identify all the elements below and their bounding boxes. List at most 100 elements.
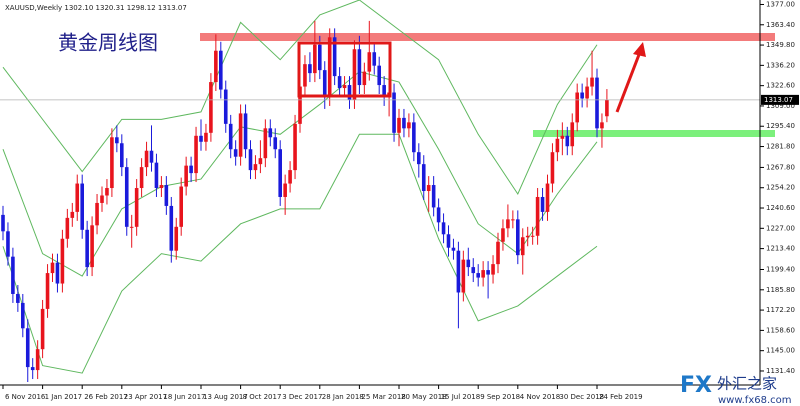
x-tick-label: 24 Feb 2019 — [599, 393, 643, 401]
candle-body — [377, 65, 381, 86]
candle-body — [516, 219, 520, 256]
y-tick-label: 1267.80 — [766, 163, 795, 171]
x-tick-label: 20 May 2018 — [401, 393, 447, 401]
candle-body — [535, 196, 540, 236]
candle-body — [129, 226, 134, 228]
candle-body — [466, 259, 471, 268]
candle-body — [179, 186, 183, 227]
candle-body — [209, 82, 213, 133]
candle-body — [110, 137, 114, 189]
candle-body — [169, 205, 174, 251]
candle-body — [491, 264, 495, 275]
candle-body — [283, 183, 287, 197]
price-tag — [761, 94, 799, 105]
arrow-head — [633, 42, 646, 57]
candle-body — [45, 273, 50, 309]
candle-body — [228, 123, 233, 150]
y-tick-label: 1199.40 — [766, 266, 795, 274]
candle-body — [50, 262, 55, 274]
candle-body — [605, 99, 609, 117]
candle-body — [293, 123, 297, 171]
chart-title: 黄金周线图 — [58, 31, 158, 55]
candle-body — [436, 207, 441, 223]
candle-body — [367, 52, 372, 72]
candle-body — [263, 128, 268, 159]
candle-body — [268, 128, 273, 138]
candle-body — [357, 49, 362, 86]
x-tick-label: 8 Oct 2017 — [243, 393, 282, 401]
plot-area — [0, 0, 760, 383]
candle-body — [476, 273, 480, 278]
y-tick-label: 1363.40 — [766, 21, 795, 29]
candle-body — [189, 165, 193, 174]
candle-body — [580, 92, 584, 99]
y-tick-label: 1131.40 — [766, 367, 795, 375]
candle-body — [337, 76, 342, 89]
candle-body — [164, 185, 169, 206]
y-tick-label: 1172.20 — [766, 306, 795, 314]
candle-body — [6, 231, 10, 257]
candle-body — [496, 241, 500, 265]
candle-body — [105, 188, 109, 196]
candle-body — [288, 170, 292, 184]
x-tick-label: 4 Nov 2018 — [520, 393, 560, 401]
x-tick-label: 30 Dec 2018 — [559, 393, 604, 401]
candle-body — [80, 183, 84, 230]
candle-body — [149, 150, 154, 163]
x-tick-label: 26 Feb 2017 — [84, 393, 128, 401]
candle-body — [555, 138, 560, 153]
candle-body — [174, 226, 179, 251]
candle-body — [85, 229, 89, 268]
candle-body — [481, 270, 485, 278]
candle-body — [600, 122, 604, 129]
candle-body — [204, 132, 208, 142]
candle-body — [238, 113, 243, 157]
x-tick-label: 23 Apr 2017 — [124, 393, 167, 401]
candle-body — [90, 225, 94, 268]
candle-body — [318, 44, 322, 71]
candle-body — [456, 250, 461, 293]
candle-body — [471, 267, 476, 274]
candle-body — [446, 234, 451, 248]
price-tag-label: 1313.07 — [764, 96, 793, 104]
candle-body — [65, 217, 70, 239]
candle-body — [431, 185, 436, 208]
x-tick-label: 9 Sep 2018 — [480, 393, 520, 401]
watermark: FX 外汇之家 www.fx68.com — [680, 373, 792, 406]
candle-body — [154, 162, 159, 189]
candle-body — [120, 143, 124, 168]
y-tick-label: 1349.80 — [766, 41, 795, 49]
candle-body — [35, 349, 40, 371]
band-lower — [2, 133, 598, 374]
y-tick-label: 1309.00 — [766, 102, 795, 110]
candle-body — [144, 150, 149, 168]
candle-body — [219, 50, 223, 90]
candle-body — [560, 135, 565, 139]
y-tick-label: 1145.00 — [766, 347, 795, 355]
y-tick-label: 1336.20 — [766, 61, 795, 69]
candle-body — [75, 183, 80, 212]
candle-body — [95, 202, 99, 226]
x-tick-label: 28 Jan 2018 — [322, 393, 364, 401]
candle-body — [194, 135, 198, 174]
candle-body — [486, 270, 490, 275]
candle-body — [253, 164, 258, 171]
x-tick-label: 25 Mar 2018 — [361, 393, 405, 401]
y-tick-label: 1377.00 — [766, 0, 795, 8]
candle-body — [506, 219, 510, 229]
watermark-url: www.fx68.com — [718, 395, 792, 406]
candle-body — [382, 85, 386, 97]
candle-body — [397, 117, 401, 133]
candle-body — [417, 152, 421, 165]
band-upper — [2, 0, 598, 196]
candle-body — [520, 237, 525, 256]
candle-body — [55, 262, 60, 284]
candle-body — [595, 77, 599, 129]
candle-body — [550, 152, 555, 184]
annotations — [200, 33, 775, 137]
candle-body — [1, 214, 5, 232]
candle-body — [273, 137, 278, 150]
symbol-header: XAUUSD,Weekly 1302.10 1320.31 1298.12 13… — [5, 4, 187, 12]
candle-body — [590, 77, 594, 87]
